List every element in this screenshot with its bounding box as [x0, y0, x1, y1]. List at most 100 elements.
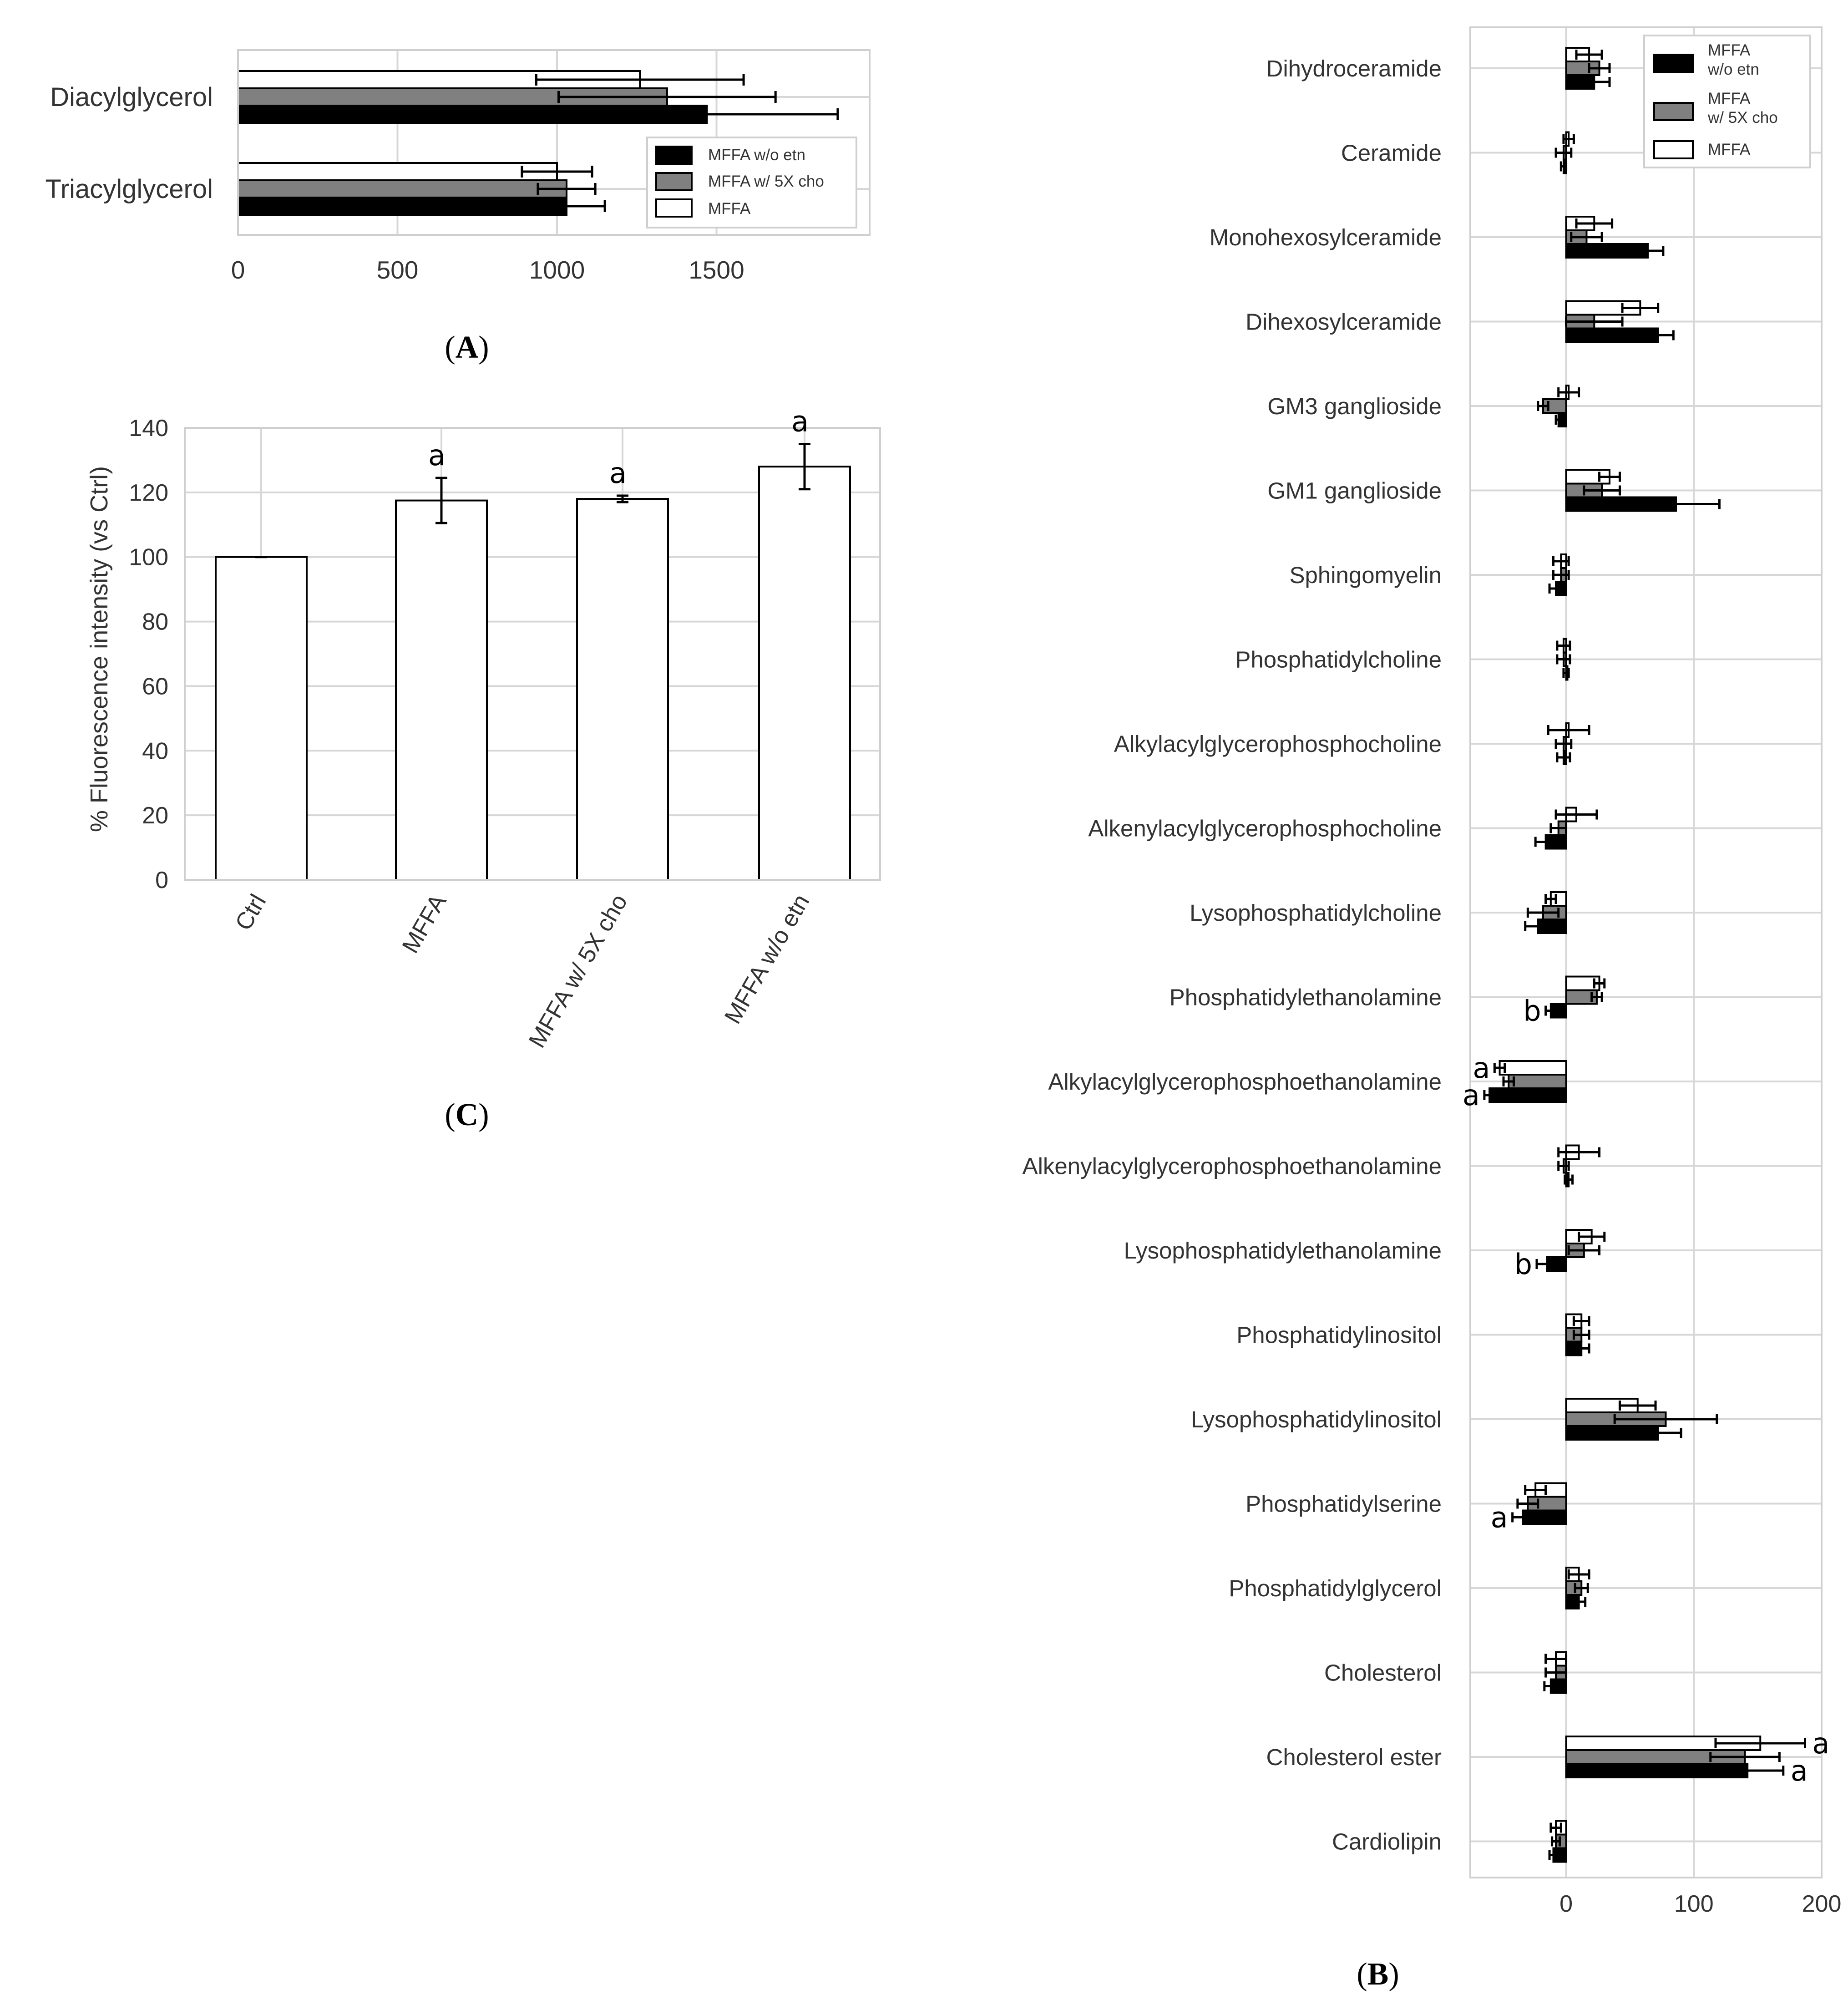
panel-b-error-sphingomyelin-mffa-w-o-etn [1548, 584, 1564, 594]
panel-b-error-lysophosphatidylethanolamine-mffa-w-o-etn [1535, 1259, 1559, 1269]
panel-b-category-phosphatidylglycerol: Phosphatidylglycerol [1229, 1575, 1442, 1601]
panel-b-bar-alkylacylglycerophosphoethanolamine-mffa-w-5x-cho [1508, 1074, 1567, 1089]
legend-line: w/ 5X cho [1707, 109, 1778, 127]
panel-b-error-phosphatidylserine-mffa-w-5x-cho [1516, 1498, 1539, 1509]
panel-b-error-sphingomyelin-mffa [1552, 556, 1570, 566]
panel-b-error-cholesterol-mffa-w-o-etn [1543, 1681, 1559, 1691]
panel-a-error-diacylglycerol-mffa-w-o-etn [575, 108, 839, 120]
panel-a-bar-triacylglycerol-mffa [237, 162, 558, 181]
panel-b-category-dihexosylceramide: Dihexosylceramide [1246, 309, 1442, 335]
panel-c-y-tick-0: 0 [155, 867, 168, 893]
panel-a-plot-frame [237, 49, 871, 236]
panel-b-chart: Dihydroceramide Ceramide Monohexosylcerami… [1023, 26, 1841, 1992]
panel-b-error-cardiolipin-mffa [1549, 1822, 1562, 1833]
panel-b-category-alkylacylglycerophosphocholine: Alkylacylglycerophosphocholine [1114, 731, 1442, 757]
panel-c-y-axis-label: % Fluorescence intensity (vs Ctrl) [86, 466, 113, 832]
legend-line: MFFA [1708, 41, 1751, 59]
panel-b-error-alkylacylglycerophosphoethanolamine-mffa [1493, 1063, 1506, 1073]
panel-b-error-gm3-ganglioside-mffa-w-5x-cho [1537, 401, 1549, 411]
panel-b-error-phosphatidylserine-mffa [1524, 1485, 1547, 1495]
panel-a-legend-swatch-black [655, 146, 693, 165]
panel-a-x-tick-labels: 0 500 1000 1500 [231, 256, 744, 284]
panel-c-y-tick-120: 120 [129, 480, 168, 506]
panel-b-annotation-lysophosphatidylethanolamine-mffa-w-o-etn: b [1514, 1248, 1532, 1281]
panel-b-error-dihydroceramide-mffa-w-5x-cho [1588, 63, 1611, 73]
panel-b-error-alkylacylglycerophosphocholine-mffa [1547, 725, 1590, 735]
panel-b-legend-label-white: MFFA [1708, 141, 1751, 158]
panel-b-error-gm1-ganglioside-mffa-w-5x-cho [1583, 485, 1621, 496]
panel-b-error-cholesterol-ester-mffa-w-5x-cho [1709, 1752, 1781, 1762]
panel-c-error-mffa-w-o-etn [799, 442, 810, 491]
legend-line: MFFA [1708, 90, 1751, 107]
panel-b-error-lysophosphatidylcholine-mffa-w-5x-cho [1526, 908, 1560, 918]
panel-c-category-ctrl: Ctrl [230, 890, 272, 935]
panel-c-significance-labels: a a a [428, 405, 809, 489]
panel-c-error-mffa [435, 477, 447, 524]
panel-b-error-gm1-ganglioside-mffa-w-o-etn [1631, 499, 1721, 509]
panel-b-error-cholesterol-ester-mffa [1714, 1738, 1807, 1748]
panel-b-category-phosphatidylcholine: Phosphatidylcholine [1235, 647, 1442, 673]
panel-c-category-mffa-w-5x-cho: MFFA w/ 5X cho [524, 890, 633, 1052]
panel-b-error-alkenylacylglycerophosphocholine-mffa-w-5x-cho [1549, 823, 1568, 833]
panel-b-error-alkenylacylglycerophosphocholine-mffa [1554, 809, 1598, 820]
panel-b-annotation-phosphatidylserine-mffa-w-o-etn: a [1491, 1501, 1508, 1534]
panel-c-category-mffa-w-o-etn: MFFA w/o etn [719, 890, 815, 1028]
panel-a-chart: Diacylglycerol Triacylglycerol 0 500 1000 15… [46, 49, 871, 365]
panel-b-error-lysophosphatidylcholine-mffa-w-o-etn [1524, 921, 1552, 931]
panel-b-error-dihexosylceramide-mffa-w-5x-cho [1565, 316, 1624, 327]
panel-b-error-phosphatidylethanolamine-mffa-w-5x-cho [1590, 992, 1603, 1002]
panel-b-bars [1489, 47, 1762, 1863]
panel-b-error-gm1-ganglioside-mffa [1598, 472, 1621, 482]
panel-c-chart: 0 20 40 60 80 100 120 140 Ctrl MFFA MFFA w/ 5X ch… [86, 405, 881, 1132]
panel-b-bar-alkylacylglycerophosphoethanolamine-mffa-w-o-etn [1489, 1087, 1567, 1103]
panel-b-annotation-cholesterol-ester-mffa: a [1813, 1727, 1830, 1760]
panel-a-category-labels: Diacylglycerol Triacylglycerol [46, 82, 213, 204]
panel-b-error-gm3-ganglioside-mffa-w-o-etn [1554, 415, 1562, 425]
panel-b-category-gm3-ganglioside: GM3 ganglioside [1267, 393, 1442, 419]
panel-b-legend-swatch-gray [1653, 102, 1694, 121]
panel-c-bar-ctrl [215, 556, 308, 881]
panel-b-error-dihydroceramide-mffa-w-o-etn [1578, 77, 1611, 87]
panel-b-label: (B) [1357, 1957, 1399, 1992]
panel-b-legend-swatch-black [1653, 54, 1694, 73]
panel-a-bar-triacylglycerol-mffa-w-o-etn [237, 197, 568, 216]
panel-b-error-phosphatidylcholine-mffa [1556, 640, 1571, 651]
panel-b-error-alkylacylglycerophosphocholine-mffa-w-o-etn [1556, 752, 1571, 762]
panel-b-error-alkenylacylglycerophosphoethanolamine-mffa-w-o-etn [1564, 1174, 1574, 1185]
panel-b-annotation-phosphatidylethanolamine-mffa-w-o-etn: b [1523, 995, 1541, 1028]
panel-b-error-ceramide-mffa-w-o-etn [1559, 161, 1568, 172]
panel-b-legend-label-gray: MFFA w/ 5X cho [1707, 90, 1778, 127]
panel-b-error-ceramide-mffa [1562, 134, 1575, 144]
panel-a-error-triacylglycerol-mffa-w-o-etn [527, 200, 606, 212]
panel-b-annotation-cholesterol-ester-mffa-w-o-etn: a [1791, 1754, 1808, 1787]
panel-b-category-phosphatidylethanolamine: Phosphatidylethanolamine [1170, 985, 1442, 1010]
panel-c-y-tick-80: 80 [142, 609, 168, 635]
panel-b-category-alkylacylglycerophosphoethanolamine: Alkylacylglycerophosphoethanolamine [1048, 1069, 1442, 1095]
panel-b-error-dihexosylceramide-mffa-w-o-etn [1641, 330, 1675, 340]
panel-b-x-tick-100: 100 [1674, 1891, 1714, 1917]
panel-b-error-cardiolipin-mffa-w-5x-cho [1551, 1836, 1561, 1847]
panel-a-bars [237, 70, 708, 216]
panel-b-category-gm1-ganglioside: GM1 ganglioside [1267, 478, 1442, 504]
panel-c-bars [215, 466, 851, 881]
panel-a-x-tick-1500: 1500 [689, 256, 744, 284]
panel-c-y-tick-labels: 0 20 40 60 80 100 120 140 [129, 415, 168, 893]
panel-c-annotation-mffa-w-5x-cho: a [609, 457, 627, 490]
panel-b-error-phosphatidylethanolamine-mffa-w-o-etn [1544, 1005, 1557, 1016]
panel-b-error-cholesterol-ester-mffa-w-o-etn [1711, 1766, 1785, 1776]
panel-b-error-alkenylacylglycerophosphoethanolamine-mffa-w-5x-cho [1557, 1161, 1570, 1171]
panel-b-error-phosphatidylinositol-mffa-w-o-etn [1572, 1343, 1590, 1354]
panel-b-category-cholesterol: Cholesterol [1324, 1660, 1442, 1686]
panel-b-error-dihydroceramide-mffa [1575, 50, 1603, 60]
panel-a-error-diacylglycerol-mffa-w-5x-cho [557, 91, 777, 103]
panel-a-label: (A) [445, 330, 489, 365]
panel-c-label: (C) [445, 1097, 489, 1132]
panel-b-error-alkylacylglycerophosphoethanolamine-mffa-w-o-etn [1483, 1090, 1496, 1100]
panel-b-error-lysophosphatidylethanolamine-mffa-w-5x-cho [1567, 1245, 1601, 1255]
panel-b-error-ceramide-mffa-w-5x-cho [1554, 147, 1573, 158]
panel-b-plot-frame [1469, 26, 1823, 1878]
panel-b-error-lysophosphatidylethanolamine-mffa [1578, 1232, 1606, 1242]
panel-b-category-lysophosphatidylethanolamine: Lysophosphatidylethanolamine [1124, 1238, 1442, 1264]
panel-b-error-phosphatidylinositol-mffa-w-5x-cho [1572, 1330, 1590, 1340]
